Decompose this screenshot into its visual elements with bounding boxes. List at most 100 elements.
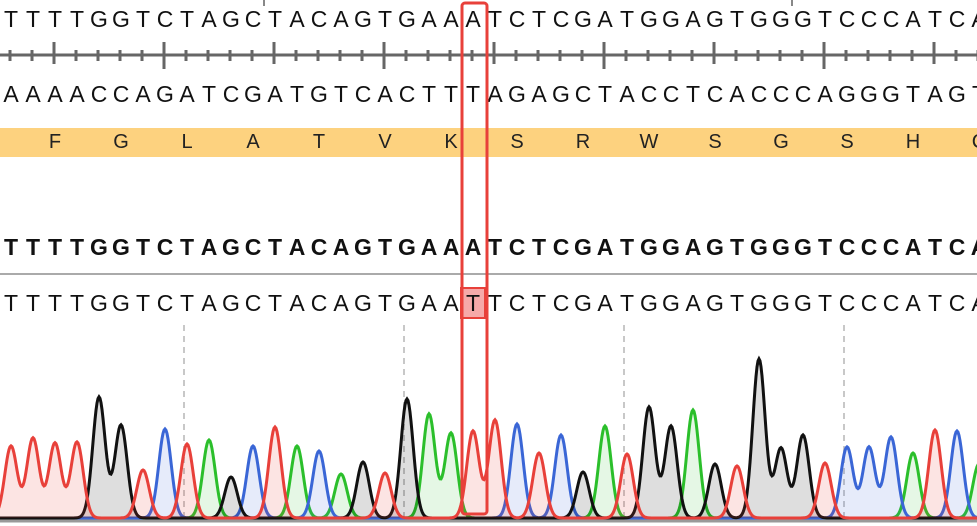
bottom-strand-base: C: [640, 81, 658, 107]
bottom-strand-base: A: [531, 81, 547, 107]
reference-base: T: [619, 234, 635, 260]
top-strand-base: G: [112, 6, 130, 32]
read-base: G: [772, 290, 790, 316]
read-base: A: [333, 290, 349, 316]
top-strand-base: C: [860, 6, 878, 32]
read-base: A: [968, 290, 977, 317]
read-base: A: [421, 290, 437, 316]
read-base: C: [882, 290, 900, 316]
bottom-strand-base: C: [112, 81, 130, 107]
amino-acid: W: [639, 131, 659, 153]
bottom-strand-base: T: [968, 81, 977, 108]
bottom-strand-base: A: [267, 81, 283, 107]
bottom-strand-base: G: [156, 81, 174, 107]
reference-base: G: [574, 234, 592, 260]
reference-base: C: [552, 234, 570, 260]
top-strand-base: G: [574, 6, 592, 32]
reference-base: C: [860, 234, 878, 260]
read-base: A: [201, 290, 217, 316]
reference-base: G: [662, 234, 680, 260]
top-strand-base: A: [333, 6, 349, 32]
trace-fill-G: [0, 358, 977, 518]
top-strand-base: T: [927, 6, 943, 32]
read-base: G: [662, 290, 680, 316]
bottom-strand-base: C: [706, 81, 724, 107]
bottom-strand-base: A: [817, 81, 833, 107]
reference-base: T: [3, 234, 19, 260]
read-base: A: [597, 290, 613, 316]
amino-acid: S: [510, 131, 524, 153]
read-base: C: [838, 290, 856, 316]
bottom-strand-base: G: [882, 81, 900, 107]
amino-acid: C: [946, 131, 977, 154]
amino-acid: F: [48, 131, 62, 153]
bottom-strand-base: C: [222, 81, 240, 107]
reference-base: G: [640, 234, 658, 260]
reference-base: T: [927, 234, 943, 260]
top-strand-base: G: [706, 6, 724, 32]
read-base: G: [706, 290, 724, 316]
reference-base: A: [332, 234, 350, 260]
bottom-strand-base: A: [25, 81, 41, 107]
reference-base: C: [244, 234, 262, 260]
bottom-strand-base: A: [729, 81, 745, 107]
reference-base: T: [69, 234, 85, 260]
top-strand-base: C: [156, 6, 174, 32]
reference-base: G: [794, 234, 812, 260]
top-strand-base: A: [421, 6, 437, 32]
top-strand-base: A: [968, 6, 977, 33]
read-base: C: [244, 290, 262, 316]
bottom-strand-base: G: [552, 81, 570, 107]
reference-base: T: [377, 234, 393, 260]
reference-base: G: [772, 234, 790, 260]
bottom-strand-base: C: [772, 81, 790, 107]
amino-acid: R: [575, 131, 591, 153]
reference-base: C: [508, 234, 526, 260]
top-strand-base: T: [47, 6, 63, 32]
top-strand-base: C: [838, 6, 856, 32]
amino-acid: L: [181, 131, 193, 153]
reference-base: T: [729, 234, 745, 260]
amino-acid: S: [708, 131, 722, 153]
read-base: C: [310, 290, 328, 316]
trace-fill-T: [0, 419, 977, 518]
read-base: G: [640, 290, 658, 316]
translation-track: FGLATVKSRWSGSHC: [0, 128, 977, 157]
read-base: G: [794, 290, 812, 316]
reference-base: C: [156, 234, 174, 260]
reference-base: A: [904, 234, 922, 260]
read-base: G: [354, 290, 372, 316]
top-strand-base: A: [289, 6, 305, 32]
bottom-strand-base: C: [90, 81, 108, 107]
bottom-strand-base: C: [574, 81, 592, 107]
reference-base: T: [47, 234, 63, 260]
bottom-strand-base: C: [750, 81, 768, 107]
reference-base: A: [288, 234, 306, 260]
top-strand-base: A: [905, 6, 921, 32]
read-base: T: [531, 290, 547, 316]
read-base: T: [267, 290, 283, 316]
top-strand-base: G: [354, 6, 372, 32]
read-base: G: [222, 290, 240, 316]
alignment-divider: [0, 273, 977, 275]
read-base: T: [487, 290, 503, 316]
bottom-strand-base: G: [244, 81, 262, 107]
top-strand-base: A: [597, 6, 613, 32]
bottom-strand-base: T: [905, 81, 921, 107]
reference-base: A: [968, 234, 977, 261]
top-strand-base: G: [662, 6, 680, 32]
reference-base: C: [948, 234, 966, 260]
reference-base: A: [200, 234, 218, 260]
reference-base: T: [531, 234, 547, 260]
read-base: C: [860, 290, 878, 316]
read-base: T: [377, 290, 393, 316]
reference-base: G: [398, 234, 416, 260]
top-strand-base: T: [729, 6, 745, 32]
bottom-strand-base: T: [201, 81, 217, 107]
top-strand-base: T: [619, 6, 635, 32]
bottom-strand-base: G: [948, 81, 966, 107]
top-strand-base: T: [69, 6, 85, 32]
reference-base: T: [135, 234, 151, 260]
reference-base: G: [706, 234, 724, 260]
top-strand-base: T: [817, 6, 833, 32]
